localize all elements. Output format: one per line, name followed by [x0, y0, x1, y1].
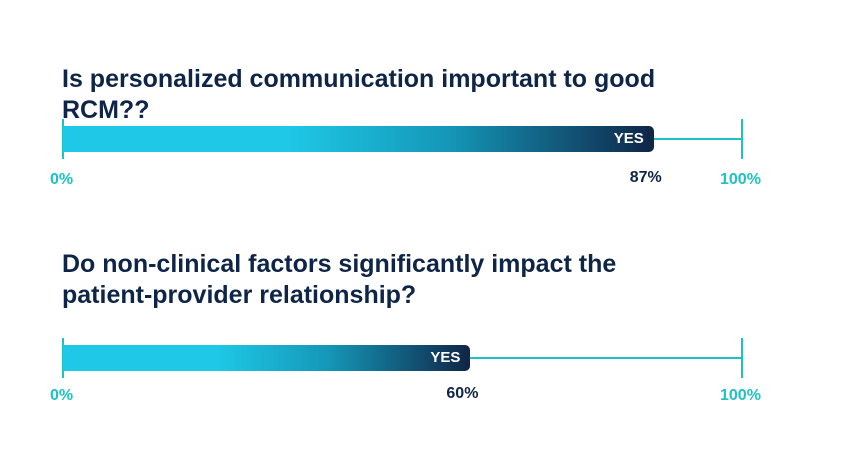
chart-1-end-tick: [741, 119, 743, 159]
chart-2-tick-label-100: 100%: [720, 387, 761, 404]
chart-2-end-tick: [741, 338, 743, 378]
chart-2-bar-label: YES: [430, 349, 461, 366]
chart-1-tick-label-0: 0%: [50, 171, 74, 188]
chart-2-title-line-1: Do non-clinical factors significantly im…: [62, 250, 617, 278]
chart-1-value-label: 87%: [629, 169, 662, 186]
chart-1-bar-yes: [63, 126, 654, 152]
chart-1-title: Is personalized communication important …: [62, 65, 656, 124]
chart-2-tick-label-0: 0%: [50, 387, 74, 404]
chart-1-tick-label-100: 100%: [720, 171, 761, 188]
chart-2-title-line-2: patient-provider relationship?: [62, 281, 417, 309]
chart-2-title: Do non-clinical factors significantly im…: [62, 249, 742, 311]
chart-2-value-label: 60%: [446, 385, 479, 402]
chart-2-bar-yes: [63, 345, 471, 371]
chart-1-bar-label: YES: [613, 130, 644, 147]
